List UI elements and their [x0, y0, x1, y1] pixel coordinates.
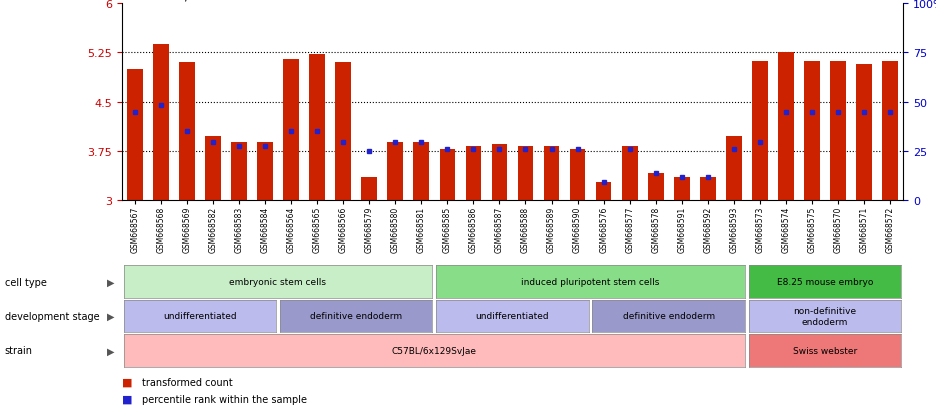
Bar	[570, 150, 585, 201]
Bar	[361, 178, 377, 201]
Text: transformed count: transformed count	[142, 377, 233, 387]
Bar	[205, 137, 221, 201]
Bar	[179, 63, 195, 201]
Bar	[753, 62, 768, 201]
Text: ■: ■	[122, 377, 132, 387]
Bar	[231, 143, 247, 201]
Text: non-definitive
endoderm: non-definitive endoderm	[794, 306, 856, 326]
Bar	[257, 143, 272, 201]
Bar	[309, 55, 325, 201]
Bar	[596, 183, 611, 201]
Text: ▶: ▶	[107, 311, 114, 321]
Text: percentile rank within the sample: percentile rank within the sample	[142, 394, 307, 404]
Bar	[856, 64, 872, 201]
Bar	[518, 147, 534, 201]
Text: GDS3904 / 10415903: GDS3904 / 10415903	[122, 0, 256, 3]
Bar	[648, 173, 664, 201]
Text: Swiss webster: Swiss webster	[793, 346, 857, 355]
Bar	[153, 45, 168, 201]
Bar	[465, 147, 481, 201]
Bar	[544, 147, 560, 201]
Text: definitive endoderm: definitive endoderm	[310, 312, 402, 320]
Text: ■: ■	[122, 394, 132, 404]
Bar	[127, 70, 142, 201]
Text: ▶: ▶	[107, 345, 114, 356]
Bar	[622, 147, 637, 201]
Text: strain: strain	[5, 345, 33, 356]
Text: embryonic stem cells: embryonic stem cells	[229, 278, 327, 286]
Text: undifferentiated: undifferentiated	[475, 312, 549, 320]
Text: definitive endoderm: definitive endoderm	[622, 312, 715, 320]
Bar	[830, 62, 846, 201]
Bar	[700, 178, 716, 201]
Bar	[414, 143, 429, 201]
Bar	[726, 137, 741, 201]
Text: development stage: development stage	[5, 311, 99, 321]
Text: cell type: cell type	[5, 277, 47, 287]
Bar	[804, 62, 820, 201]
Text: E8.25 mouse embryo: E8.25 mouse embryo	[777, 278, 873, 286]
Bar	[778, 53, 794, 201]
Bar	[388, 143, 403, 201]
Bar	[335, 63, 351, 201]
Bar	[440, 150, 455, 201]
Bar	[883, 62, 898, 201]
Bar	[284, 60, 299, 201]
Text: C57BL/6x129SvJae: C57BL/6x129SvJae	[392, 346, 476, 355]
Text: induced pluripotent stem cells: induced pluripotent stem cells	[521, 278, 660, 286]
Text: undifferentiated: undifferentiated	[163, 312, 237, 320]
Bar	[491, 145, 507, 201]
Bar	[674, 178, 690, 201]
Text: ▶: ▶	[107, 277, 114, 287]
